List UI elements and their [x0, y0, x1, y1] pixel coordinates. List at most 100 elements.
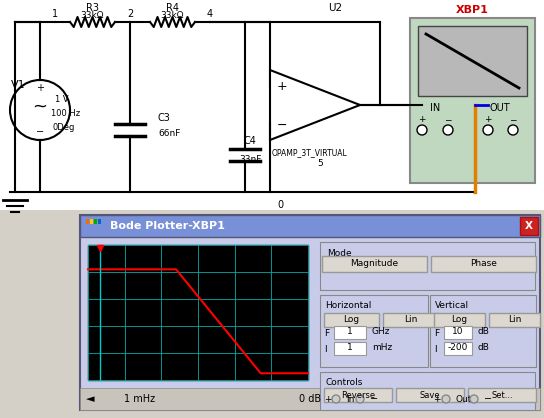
Text: +: + — [277, 81, 287, 94]
Text: Lin: Lin — [508, 316, 521, 324]
Circle shape — [442, 395, 450, 403]
Circle shape — [470, 395, 478, 403]
Circle shape — [483, 125, 493, 135]
Bar — [489, 313, 540, 327]
Bar — [88, 245, 308, 380]
Circle shape — [508, 125, 518, 135]
Text: ►: ► — [526, 394, 534, 404]
Text: +: + — [484, 115, 492, 125]
Text: V1: V1 — [11, 80, 26, 90]
Text: U2: U2 — [328, 3, 342, 13]
Text: Log: Log — [452, 316, 467, 324]
Text: ~: ~ — [33, 98, 47, 116]
Text: 1: 1 — [347, 327, 353, 336]
Text: F: F — [324, 329, 329, 337]
Bar — [434, 313, 485, 327]
Bar — [468, 388, 536, 402]
Text: Save: Save — [419, 390, 440, 400]
Bar — [444, 342, 472, 355]
Bar — [80, 215, 540, 410]
Bar — [322, 256, 427, 272]
Text: 33kΩ: 33kΩ — [81, 12, 104, 20]
Bar — [334, 342, 366, 355]
Bar — [320, 295, 428, 367]
Text: In: In — [346, 395, 354, 403]
Text: C3: C3 — [158, 113, 171, 123]
Text: 1: 1 — [347, 344, 353, 352]
Text: −: − — [444, 115, 452, 125]
Text: 0: 0 — [277, 200, 283, 210]
Text: Controls: Controls — [325, 378, 362, 387]
Text: −: − — [277, 118, 287, 132]
Text: IN: IN — [430, 103, 440, 113]
Text: -200: -200 — [448, 344, 468, 352]
Text: dB: dB — [478, 327, 490, 336]
Text: GHz: GHz — [372, 327, 391, 336]
Text: Magnitude: Magnitude — [350, 260, 399, 268]
Text: Log: Log — [343, 316, 360, 324]
Text: 1: 1 — [52, 9, 58, 19]
Bar — [94, 219, 97, 224]
Text: +: + — [324, 395, 331, 403]
Bar — [383, 313, 438, 327]
Bar — [324, 313, 379, 327]
Text: 33nF: 33nF — [239, 155, 261, 165]
Text: 33kΩ: 33kΩ — [160, 12, 184, 20]
Text: 1 V: 1 V — [55, 95, 69, 104]
Text: C4: C4 — [244, 136, 256, 146]
Bar — [430, 295, 536, 367]
Text: 66nF: 66nF — [158, 130, 181, 138]
Text: R3: R3 — [86, 3, 99, 13]
Text: 0 dB: 0 dB — [299, 394, 321, 404]
Circle shape — [417, 125, 427, 135]
Bar — [431, 256, 536, 272]
Bar — [0, 0, 544, 210]
Text: F: F — [434, 329, 439, 337]
Bar — [320, 242, 535, 290]
Text: +: + — [433, 395, 441, 403]
Text: 1 mHz: 1 mHz — [125, 394, 156, 404]
Text: Mode: Mode — [327, 249, 351, 258]
Text: Set...: Set... — [491, 390, 513, 400]
Text: 10: 10 — [452, 327, 463, 336]
Text: ◄: ◄ — [86, 394, 94, 404]
Text: I: I — [324, 344, 326, 354]
Text: Vertical: Vertical — [435, 301, 469, 310]
Text: mHz: mHz — [372, 344, 392, 352]
Text: 0Deg: 0Deg — [53, 122, 75, 132]
Bar — [320, 372, 535, 410]
Bar — [90, 219, 93, 224]
Text: Lin: Lin — [404, 316, 417, 324]
Bar — [80, 388, 540, 410]
Text: 5: 5 — [317, 158, 323, 168]
Text: Bode Plotter-XBP1: Bode Plotter-XBP1 — [110, 221, 225, 231]
Text: I: I — [434, 344, 437, 354]
Text: −: − — [509, 115, 517, 125]
Text: −: − — [36, 127, 44, 137]
Bar — [86, 219, 89, 224]
Text: Reverse: Reverse — [341, 390, 375, 400]
Bar — [444, 326, 472, 339]
Text: −: − — [484, 394, 492, 404]
Text: XBP1: XBP1 — [455, 5, 489, 15]
Circle shape — [443, 125, 453, 135]
Bar — [410, 18, 535, 183]
Text: +: + — [36, 83, 44, 93]
Bar — [98, 219, 101, 224]
Text: Horizontal: Horizontal — [325, 301, 372, 310]
Text: Out: Out — [456, 395, 472, 403]
Text: −: − — [370, 394, 378, 404]
Circle shape — [356, 395, 364, 403]
Polygon shape — [270, 70, 360, 140]
Text: 100 Hz: 100 Hz — [52, 110, 81, 118]
Text: R4: R4 — [166, 3, 179, 13]
Bar — [324, 388, 392, 402]
Circle shape — [332, 395, 340, 403]
Bar — [334, 326, 366, 339]
Text: +: + — [418, 115, 426, 125]
Text: OPAMP_3T_VIRTUAL: OPAMP_3T_VIRTUAL — [272, 148, 348, 158]
Bar — [396, 388, 464, 402]
Bar — [520, 217, 538, 235]
Text: 4: 4 — [207, 9, 213, 19]
Text: X: X — [525, 221, 533, 231]
